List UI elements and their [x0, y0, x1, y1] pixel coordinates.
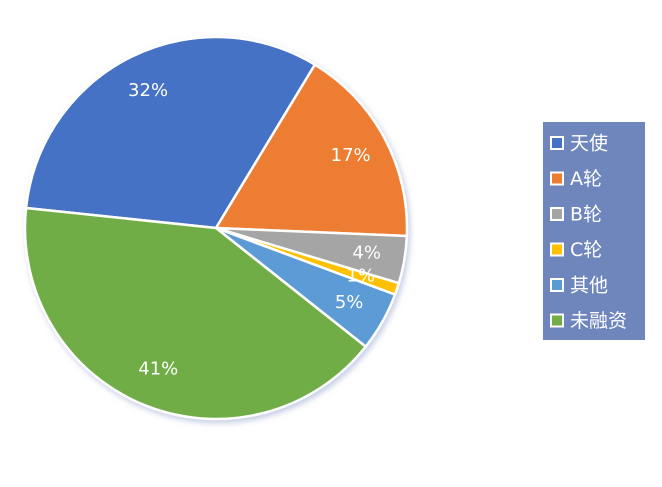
- data-label: 32%: [128, 80, 168, 101]
- labels: 32% 17% 4% 1% 5% 41%: [128, 80, 381, 379]
- legend-label: 其他: [570, 275, 608, 297]
- legend-label: A轮: [570, 168, 602, 190]
- legend-label: B轮: [570, 204, 602, 226]
- legend-swatch: [550, 242, 564, 257]
- data-label: 5%: [335, 292, 364, 313]
- data-label: 1%: [347, 266, 376, 287]
- legend-label: 天使: [570, 133, 608, 155]
- legend-swatch: [550, 171, 564, 186]
- pie-slice: [23, 206, 368, 421]
- pie-slice: [24, 35, 317, 230]
- legend-swatch: [550, 207, 564, 221]
- legend-label: 未融资: [570, 310, 627, 332]
- legend-swatch: [550, 136, 564, 150]
- legend-swatch: [550, 313, 564, 328]
- data-label: 4%: [352, 242, 381, 263]
- data-label: 17%: [331, 145, 371, 166]
- pie-slice: [213, 62, 409, 238]
- data-label: 41%: [138, 358, 178, 379]
- legend-label: C轮: [570, 239, 602, 261]
- legend-box: [543, 122, 645, 340]
- legend-swatch: [550, 278, 564, 292]
- pie: [23, 35, 409, 421]
